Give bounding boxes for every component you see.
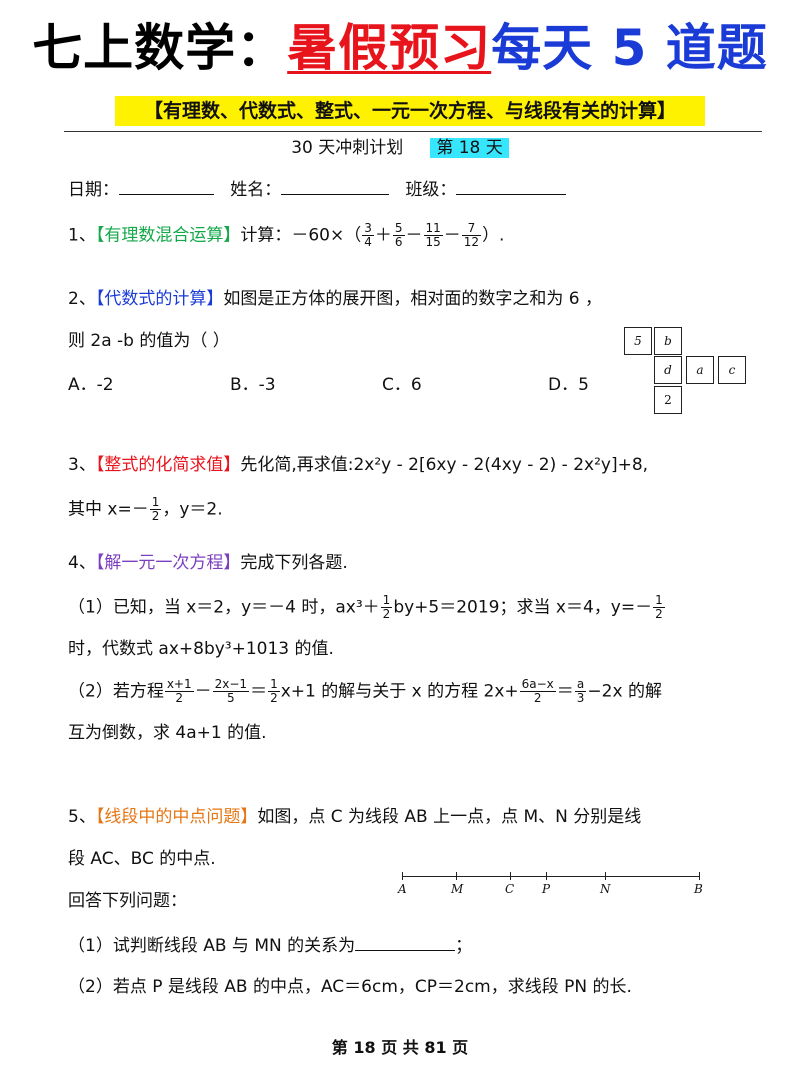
q2-option-c[interactable]: C．6 xyxy=(382,375,422,395)
q3-text1: 先化简,再求值:2x²y - 2[6xy - 2(4xy - 2) - 2x²y… xyxy=(240,455,649,475)
q1-op2: － xyxy=(405,225,423,246)
q1-op3: － xyxy=(443,225,461,246)
label-c: C xyxy=(505,882,515,896)
tick-a xyxy=(402,872,403,880)
label-b: B xyxy=(694,882,703,896)
question-2-line2: 则 2a -b 的值为（ ） xyxy=(68,331,230,351)
question-5-part2: （2）若点 P 是线段 AB 的中点，AC＝6cm，CP＝2cm，求线段 PN … xyxy=(68,977,632,997)
tick-n xyxy=(605,872,606,880)
net-cell-c: c xyxy=(718,356,746,384)
class-label: 班级： xyxy=(405,180,457,200)
q1-suffix: ）. xyxy=(482,225,505,246)
label-p: P xyxy=(542,882,551,896)
title-part3: 每天 5 道题 xyxy=(491,19,768,77)
class-blank xyxy=(456,176,567,195)
label-a: A xyxy=(398,882,407,896)
question-5-line3: 回答下列问题： xyxy=(68,891,187,911)
net-cell-a: a xyxy=(686,356,714,384)
tick-m xyxy=(456,872,457,880)
q4-p2-frac4: 6a−x 2 xyxy=(519,677,556,705)
q4-number: 4、 xyxy=(68,553,96,573)
question-4-part2-line2: 互为倒数，求 4a+1 的值. xyxy=(68,723,267,743)
question-3-line2: 其中 x=－ 1 2 ，y＝2. xyxy=(68,496,223,523)
tick-c xyxy=(510,872,511,880)
q4-intro: 完成下列各题. xyxy=(240,553,348,573)
question-5-line1: 5、【线段中的中点问题】如图，点 C 为线段 AB 上一点，点 M、N 分别是线 xyxy=(68,804,641,830)
tick-p xyxy=(546,872,547,880)
q4-tag: 【解一元一次方程】 xyxy=(95,553,241,573)
tick-b xyxy=(699,872,700,880)
subtitle-banner: 【有理数、代数式、整式、一元一次方程、与线段有关的计算】 xyxy=(115,96,705,126)
net-cell-b: b xyxy=(654,327,682,355)
q5-text1: 如图，点 C 为线段 AB 上一点，点 M、N 分别是线 xyxy=(257,807,642,827)
q1-tag: 【有理数混合运算】 xyxy=(95,225,241,246)
question-2-line1: 2、【代数式的计算】如图是正方体的展开图，相对面的数字之和为 6 ， xyxy=(68,286,602,312)
question-1: 1、【有理数混合运算】计算：－60×（ 3 4 ＋ 5 6 － 11 15 － 7 12）. xyxy=(68,222,504,249)
title-part1: 七上数学： xyxy=(32,19,288,77)
page-footer: 第 18 页 共 81 页 xyxy=(331,1038,469,1057)
q2-option-a[interactable]: A．-2 xyxy=(68,375,114,395)
q5-p1-text: （1）试判断线段 AB 与 MN 的关系为 xyxy=(68,936,356,956)
question-4-part1-line2: 时，代数式 ax+8by³+1013 的值. xyxy=(68,639,334,659)
q3-tag: 【整式的化简求值】 xyxy=(95,455,241,475)
title-part2: 暑假预习 xyxy=(287,19,492,77)
q2-number: 2、 xyxy=(68,289,96,309)
question-5-part1: （1）试判断线段 AB 与 MN 的关系为； xyxy=(68,932,472,959)
q5-number: 5、 xyxy=(68,807,96,827)
q4-p2-frac2: 2x−1 5 xyxy=(212,677,250,705)
header-divider xyxy=(64,131,762,132)
q1-op1: ＋ xyxy=(374,225,392,246)
date-label: 日期： xyxy=(68,180,119,200)
net-cell-2: 2 xyxy=(654,386,682,414)
label-m: M xyxy=(451,882,464,896)
q1-frac4: 7 12 xyxy=(461,221,482,249)
question-3-line1: 3、【整式的化简求值】先化简,再求值:2x²y - 2[6xy - 2(4xy … xyxy=(68,452,648,478)
q1-number: 1、 xyxy=(68,225,96,246)
day-badge: 第 18 天 xyxy=(430,138,509,158)
q5-p1-answer-blank[interactable] xyxy=(355,932,456,951)
q2-tag: 【代数式的计算】 xyxy=(95,289,224,309)
q2-text1: 如图是正方体的展开图，相对面的数字之和为 6 ， xyxy=(223,289,602,309)
name-blank xyxy=(281,176,390,195)
page-title: 七上数学：暑假预习每天 5 道题 xyxy=(0,18,800,78)
q3-number: 3、 xyxy=(68,455,96,475)
q3-cond-suffix: ，y＝2. xyxy=(162,499,223,520)
q5-tag: 【线段中的中点问题】 xyxy=(95,807,258,827)
q3-cond-prefix: 其中 x=－ xyxy=(68,499,149,520)
q1-prefix: 计算：－60×（ xyxy=(240,225,362,246)
net-cell-d: d xyxy=(654,356,682,384)
question-4-part1: （1）已知，当 x＝2，y＝－4 时，ax³＋ 1 2 by+5＝2019；求当 x＝… xyxy=(68,593,665,621)
net-cell-5: 5 xyxy=(624,327,652,355)
label-n: N xyxy=(600,882,611,896)
date-blank xyxy=(119,176,214,195)
q1-frac3: 11 15 xyxy=(423,221,443,249)
question-5-line2: 段 AC、BC 的中点. xyxy=(68,849,216,869)
info-line: 日期： 姓名： 班级： xyxy=(68,176,567,203)
q4-p2-frac1: x+1 2 xyxy=(164,677,194,705)
segment-line xyxy=(402,876,700,877)
question-4-part2: （2）若方程 x+1 2 － 2x−1 5 ＝ 1 2 x+1 的解与关于 x 的方程 2x+ 6a… xyxy=(68,677,662,705)
name-label: 姓名： xyxy=(230,180,282,200)
question-4-line1: 4、【解一元一次方程】完成下列各题. xyxy=(68,550,348,576)
plan-line: 30 天冲刺计划 第 18 天 xyxy=(0,136,800,160)
plan-text: 30 天冲刺计划 xyxy=(291,138,404,158)
q2-option-b[interactable]: B．-3 xyxy=(230,375,276,395)
q2-option-d[interactable]: D．5 xyxy=(548,375,589,395)
